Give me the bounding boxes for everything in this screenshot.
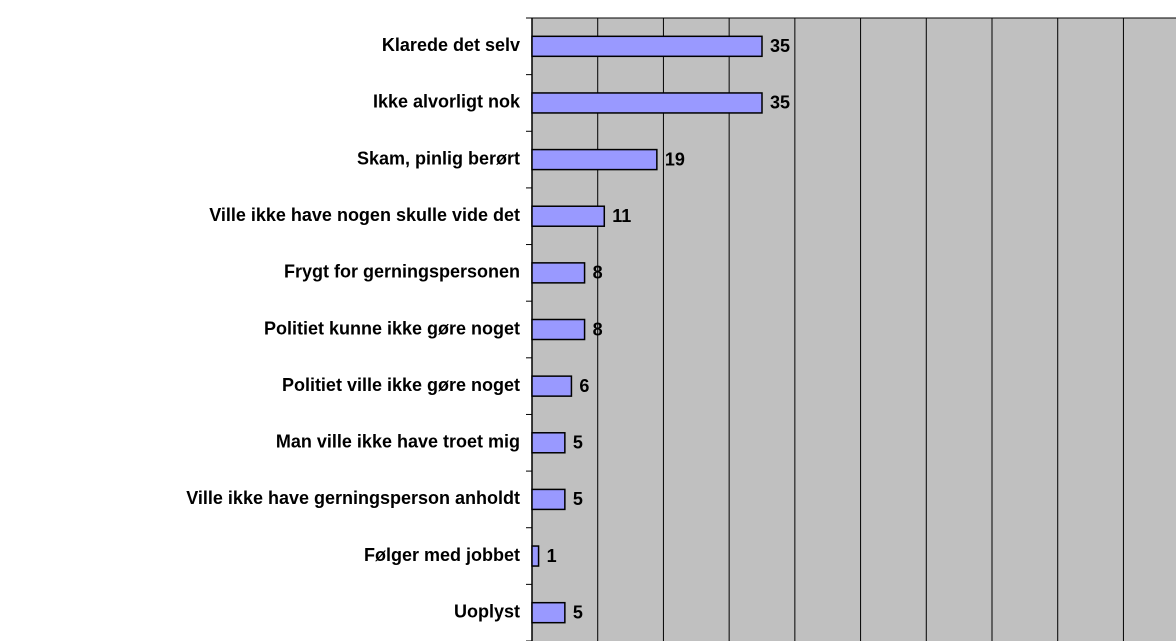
bar (531, 432, 566, 454)
bar (531, 488, 566, 511)
bar (531, 545, 540, 567)
y-tick-label: Ikke alvorligt nok (373, 92, 521, 112)
data-label: 5 (573, 602, 583, 622)
bar (531, 205, 606, 227)
bar (531, 262, 586, 284)
data-label: 8 (593, 263, 603, 283)
y-tick-label: Politiet kunne ikke gøre noget (264, 318, 520, 338)
y-tick-label: Klarede det selv (382, 35, 520, 55)
data-label: 35 (770, 36, 790, 56)
plot-area (532, 18, 1176, 641)
y-tick-label: Uoplyst (454, 601, 520, 621)
y-tick-label: Man ville ikke have troet mig (276, 432, 520, 452)
data-label: 5 (573, 433, 583, 453)
data-label: 8 (593, 319, 603, 339)
bar (531, 92, 763, 114)
y-tick-label: Skam, pinlig berørt (357, 148, 520, 168)
y-tick-label: Følger med jobbet (364, 545, 520, 565)
bar (531, 601, 566, 624)
y-tick-label: Ville ikke have gerningsperson anholdt (186, 488, 520, 508)
data-label: 1 (547, 546, 557, 566)
data-label: 35 (770, 93, 790, 113)
bar (531, 148, 658, 171)
data-label: 6 (579, 376, 589, 396)
bar (531, 35, 763, 58)
data-label: 5 (573, 489, 583, 509)
bar (531, 318, 586, 341)
data-label: 11 (612, 206, 631, 226)
data-label: 19 (665, 149, 685, 169)
y-tick-label: Politiet ville ikke gøre noget (282, 375, 520, 395)
bar (531, 375, 573, 397)
y-tick-label: Frygt for gerningspersonen (284, 262, 520, 282)
y-tick-label: Ville ikke have nogen skulle vide det (209, 205, 520, 225)
